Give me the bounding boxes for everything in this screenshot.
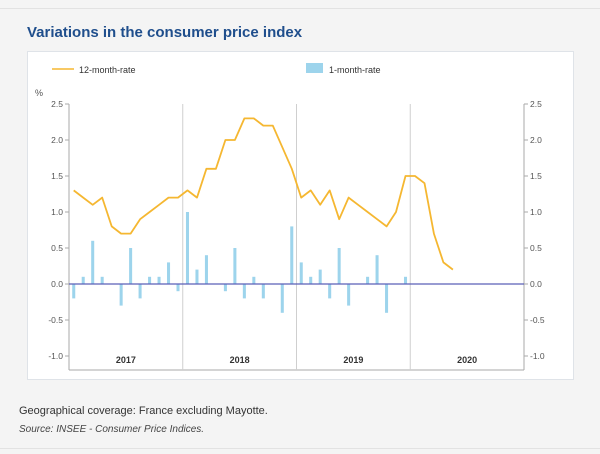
legend-bar-swatch (306, 63, 323, 73)
y-tick-label-left: 2.0 (51, 135, 63, 145)
chart-svg: 12-month-rate 1-month-rate% 2.5 2.5 2.0 2.0 1.… (35, 63, 545, 371)
y-tick-label-right: 2.5 (530, 99, 542, 109)
bar-1-month-rate (100, 276, 104, 284)
bar-1-month-rate (280, 284, 284, 313)
bar-1-month-rate (318, 269, 322, 284)
y-tick-label-left: 0.5 (51, 243, 63, 253)
bar-1-month-rate (167, 262, 171, 284)
bar-1-month-rate (176, 284, 180, 292)
bottom-divider (0, 448, 600, 449)
y-tick-label-right: -0.5 (530, 315, 545, 325)
bar-1-month-rate (233, 248, 237, 284)
bar-1-month-rate (299, 262, 303, 284)
bar-1-month-rate (337, 248, 341, 284)
y-tick-label-left: -1.0 (48, 351, 63, 361)
legend-label-line: 12-month-rate (79, 65, 136, 75)
y-tick-label-right: 1.5 (530, 171, 542, 181)
bar-1-month-rate (204, 255, 208, 284)
coverage-note: Geographical coverage: France excluding … (19, 405, 268, 417)
y-tick-label-right: 1.0 (530, 207, 542, 217)
bar-1-month-rate (261, 284, 265, 299)
bar-1-month-rate (252, 276, 256, 284)
x-group-label: 2017 (116, 355, 136, 365)
chart-card: 12-month-rate 1-month-rate% 2.5 2.5 2.0 2.0 1.… (27, 51, 574, 380)
x-group-label: 2020 (457, 355, 477, 365)
y-tick-label-right: 2.0 (530, 135, 542, 145)
bar-1-month-rate (375, 255, 379, 284)
top-divider (0, 8, 600, 9)
y-tick-label-left: 1.5 (51, 171, 63, 181)
legend-label-bar: 1-month-rate (329, 65, 381, 75)
x-group-label: 2018 (230, 355, 250, 365)
bar-1-month-rate (366, 276, 370, 284)
bar-1-month-rate (290, 226, 294, 284)
y-tick-label-right: -1.0 (530, 351, 545, 361)
bar-1-month-rate (185, 212, 190, 284)
bar-1-month-rate (328, 284, 332, 299)
line-12-month-rate (73, 117, 454, 271)
x-group-label: 2019 (343, 355, 363, 365)
bar-1-month-rate (403, 276, 408, 284)
source-note: Source: INSEE - Consumer Price Indices. (19, 424, 205, 435)
bar-1-month-rate (195, 269, 199, 284)
bar-1-month-rate (385, 284, 389, 313)
bar-1-month-rate (129, 248, 133, 284)
y-unit-label: % (35, 88, 43, 98)
bar-1-month-rate (138, 284, 142, 299)
y-tick-label-right: 0.5 (530, 243, 542, 253)
bar-1-month-rate (242, 284, 246, 299)
chart-title: Variations in the consumer price index (27, 24, 303, 41)
y-tick-label-left: 1.0 (51, 207, 63, 217)
bar-1-month-rate (157, 276, 161, 284)
bar-1-month-rate (223, 284, 227, 292)
y-tick-label-right: 0.0 (530, 279, 542, 289)
y-tick-label-left: 2.5 (51, 99, 63, 109)
y-tick-label-left: -0.5 (48, 315, 63, 325)
bar-1-month-rate (91, 240, 95, 284)
bar-1-month-rate (148, 276, 152, 284)
bar-1-month-rate (119, 284, 123, 306)
bar-1-month-rate (81, 276, 85, 284)
y-tick-label-left: 0.0 (51, 279, 63, 289)
bar-1-month-rate (309, 276, 313, 284)
bar-1-month-rate (347, 284, 351, 306)
bar-1-month-rate (72, 284, 76, 299)
